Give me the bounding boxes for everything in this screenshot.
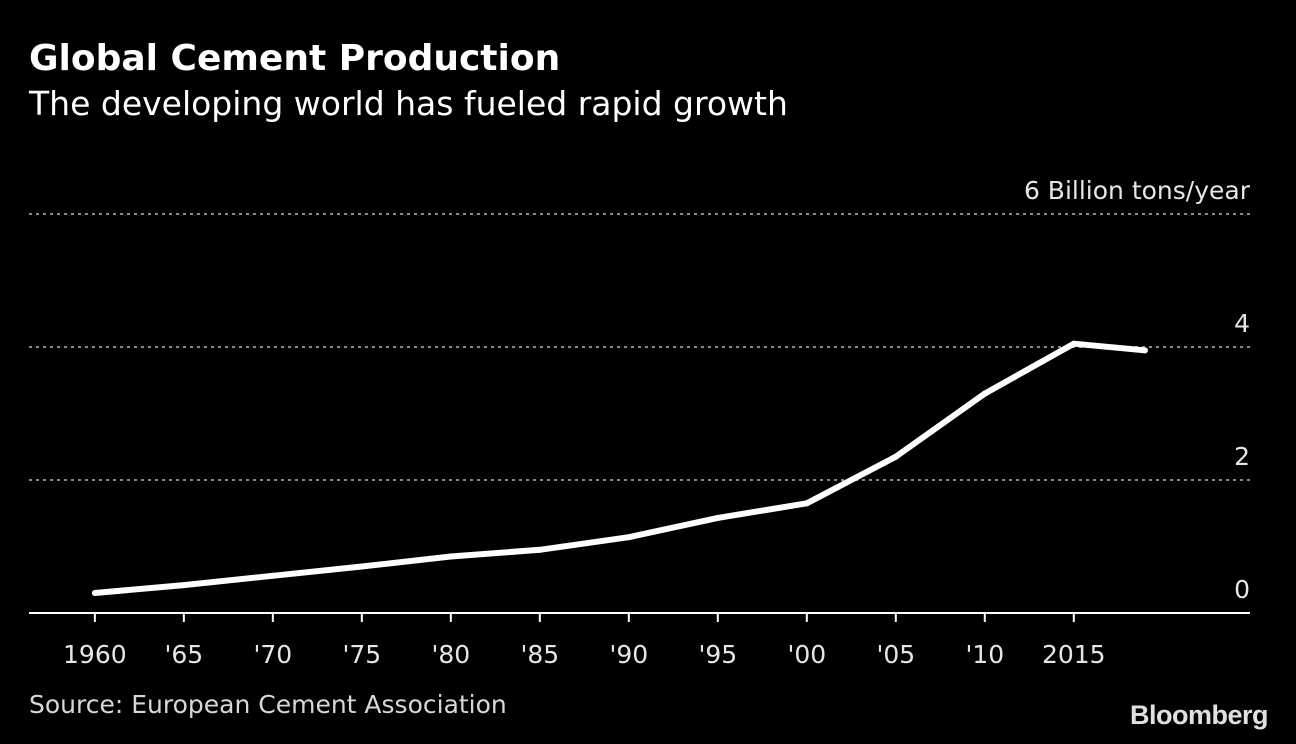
- x-tick-label-1980: '80: [431, 640, 470, 669]
- x-tick-label-1995: '95: [698, 640, 737, 669]
- data-point-1970: [269, 572, 276, 579]
- chart-title: Global Cement Production: [29, 38, 561, 79]
- y-tick-label-4: 4: [1234, 309, 1250, 338]
- x-tick-label-1960: 1960: [63, 640, 127, 669]
- data-point-1975: [358, 563, 365, 570]
- y-tick-label-2: 2: [1234, 442, 1250, 471]
- x-tick-label-1970: '70: [254, 640, 293, 669]
- x-tick-label-1985: '85: [520, 640, 559, 669]
- x-tick-label-2010: '10: [965, 640, 1004, 669]
- data-point-1990: [625, 534, 632, 541]
- x-tick-label-2005: '05: [876, 640, 915, 669]
- series: [91, 340, 1148, 597]
- x-tick-label-1975: '75: [342, 640, 381, 669]
- y-tick-labels: 0 2 4 6 Billion tons/year: [1024, 176, 1251, 604]
- gridlines: [29, 213, 1250, 481]
- data-point-1965: [180, 582, 187, 589]
- x-tick-label-1990: '90: [609, 640, 648, 669]
- x-tick-labels: 1960 '65 '70 '75 '80 '85 '90 '95 '00 '05 '10 2015: [63, 640, 1106, 669]
- x-tick-label-1965: '65: [165, 640, 204, 669]
- data-point-2015: [1070, 340, 1077, 347]
- y-tick-label-6: 6 Billion tons/year: [1024, 176, 1251, 205]
- series-line-0: [94, 340, 1146, 596]
- data-point-1995: [714, 514, 721, 521]
- data-point-2010: [981, 390, 988, 397]
- data-point-2000: [803, 500, 810, 507]
- chart-subtitle: The developing world has fueled rapid gr…: [29, 84, 788, 123]
- data-point-1960: [91, 590, 98, 597]
- data-point-1985: [536, 546, 543, 553]
- x-tick-label-2015: 2015: [1042, 640, 1106, 669]
- x-axis: [29, 612, 1250, 622]
- data-point-1980: [447, 553, 454, 560]
- x-tick-label-2000: '00: [787, 640, 826, 669]
- data-point-2019: [1141, 347, 1148, 354]
- source-note: Source: European Cement Association: [29, 690, 507, 719]
- data-point-2005: [892, 453, 899, 460]
- y-tick-label-0: 0: [1234, 575, 1250, 604]
- bloomberg-logo: Bloomberg: [1129, 700, 1269, 730]
